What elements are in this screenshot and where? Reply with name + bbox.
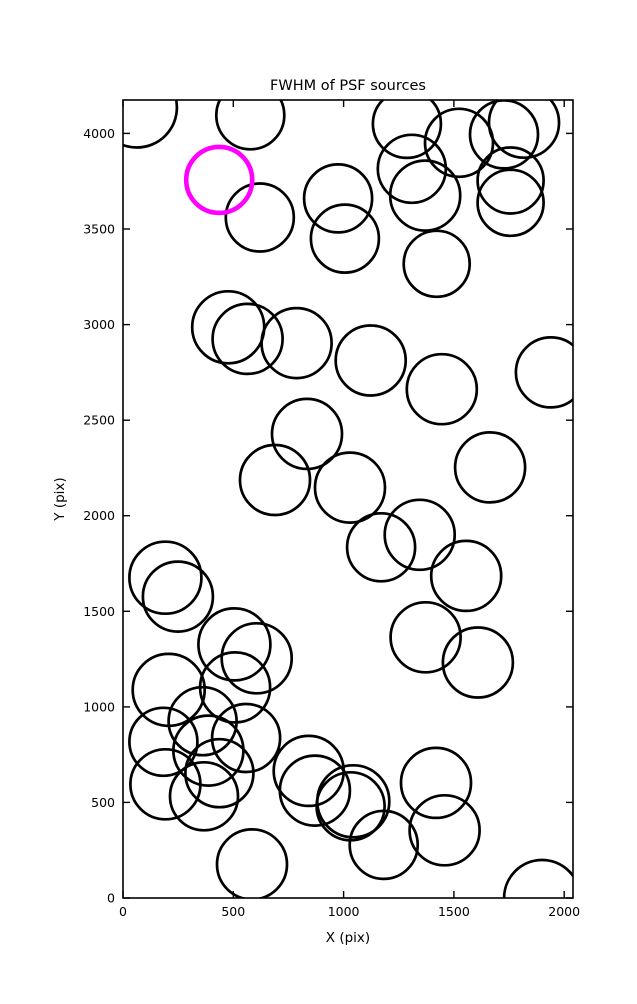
psf-source-circle [128,706,199,778]
y-axis-label: Y (pix) [52,477,68,521]
x-tick-label: 1000 [328,904,360,919]
psf-source-circle [476,168,545,238]
y-tick-labels: 0 500 1000 1500 2000 2500 3000 3500 4000 [83,126,115,906]
psf-source-circle [402,229,472,299]
chart-title: FWHM of PSF sources [270,78,426,94]
psf-source-circle [123,100,179,149]
psf-source-circle [348,809,420,881]
psf-source-circle [215,828,289,898]
psf-source-circle [399,746,473,820]
psf-source-circle [423,107,495,179]
y-tick-label: 2000 [83,508,115,523]
y-tick-label: 0 [107,891,115,906]
x-tick-label: 2000 [548,904,580,919]
psf-source-circle [389,600,462,674]
psf-source-circle [408,793,481,867]
psf-source-circle [128,540,203,616]
y-tick-label: 1500 [83,604,115,619]
psf-source-circle [210,702,282,774]
axis-ticks [122,100,573,899]
y-tick-label: 3500 [83,222,115,237]
psf-source-circle [168,760,240,832]
psf-source-circle [388,159,462,232]
psf-source-circle [441,626,515,699]
y-tick-label: 2500 [83,413,115,428]
psf-source-circle [334,324,408,397]
psf-source-circle [141,560,215,633]
psf-source-circle [313,451,387,524]
x-tick-label: 1500 [438,904,470,919]
psf-source-circle [383,498,457,572]
psf-source-circle [371,100,443,160]
psf-source-circle [502,858,573,898]
psf-circles-layer [123,100,573,898]
psf-source-circle [220,621,294,695]
psf-source-circle [345,511,417,583]
psf-source-circle [476,146,545,215]
x-tick-label: 0 [119,904,127,919]
y-tick-label: 3000 [83,317,115,332]
psf-source-circle [453,431,527,504]
psf-source-circle [214,100,286,151]
psf-source-circle [514,336,573,409]
psf-source-circle [405,352,479,426]
psf-source-circle [309,203,381,274]
axes-frame [122,99,574,899]
psf-source-circle [429,539,503,613]
x-tick-label: 500 [221,904,245,919]
y-tick-label: 4000 [83,126,115,141]
psf-source-circle [238,443,312,517]
psf-source-circle [260,306,333,380]
psf-source-circle [184,737,255,809]
psf-source-circle [167,685,238,757]
psf-source-circle [129,747,202,821]
y-tick-label: 1000 [83,699,115,714]
psf-source-circle [487,100,561,160]
psf-source-circle [302,163,374,234]
highlighted-psf-source-circle [183,144,255,216]
psf-source-circle [197,607,272,682]
x-tick-labels: 0 500 1000 1500 2000 [119,904,580,919]
psf-source-circle [278,754,352,827]
psf-source-circle [224,182,296,253]
x-axis-label: X (pix) [326,930,370,946]
y-tick-label: 500 [91,795,115,810]
psf-source-circle [211,302,284,376]
